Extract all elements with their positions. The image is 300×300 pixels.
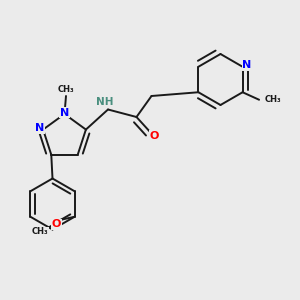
Text: N: N — [242, 60, 252, 70]
Text: CH₃: CH₃ — [32, 227, 48, 236]
Text: O: O — [52, 219, 61, 229]
Text: O: O — [149, 131, 159, 141]
Text: NH: NH — [96, 97, 114, 107]
Text: N: N — [35, 123, 45, 133]
Text: CH₃: CH₃ — [265, 95, 282, 104]
Text: N: N — [60, 107, 69, 118]
Text: CH₃: CH₃ — [58, 85, 74, 94]
